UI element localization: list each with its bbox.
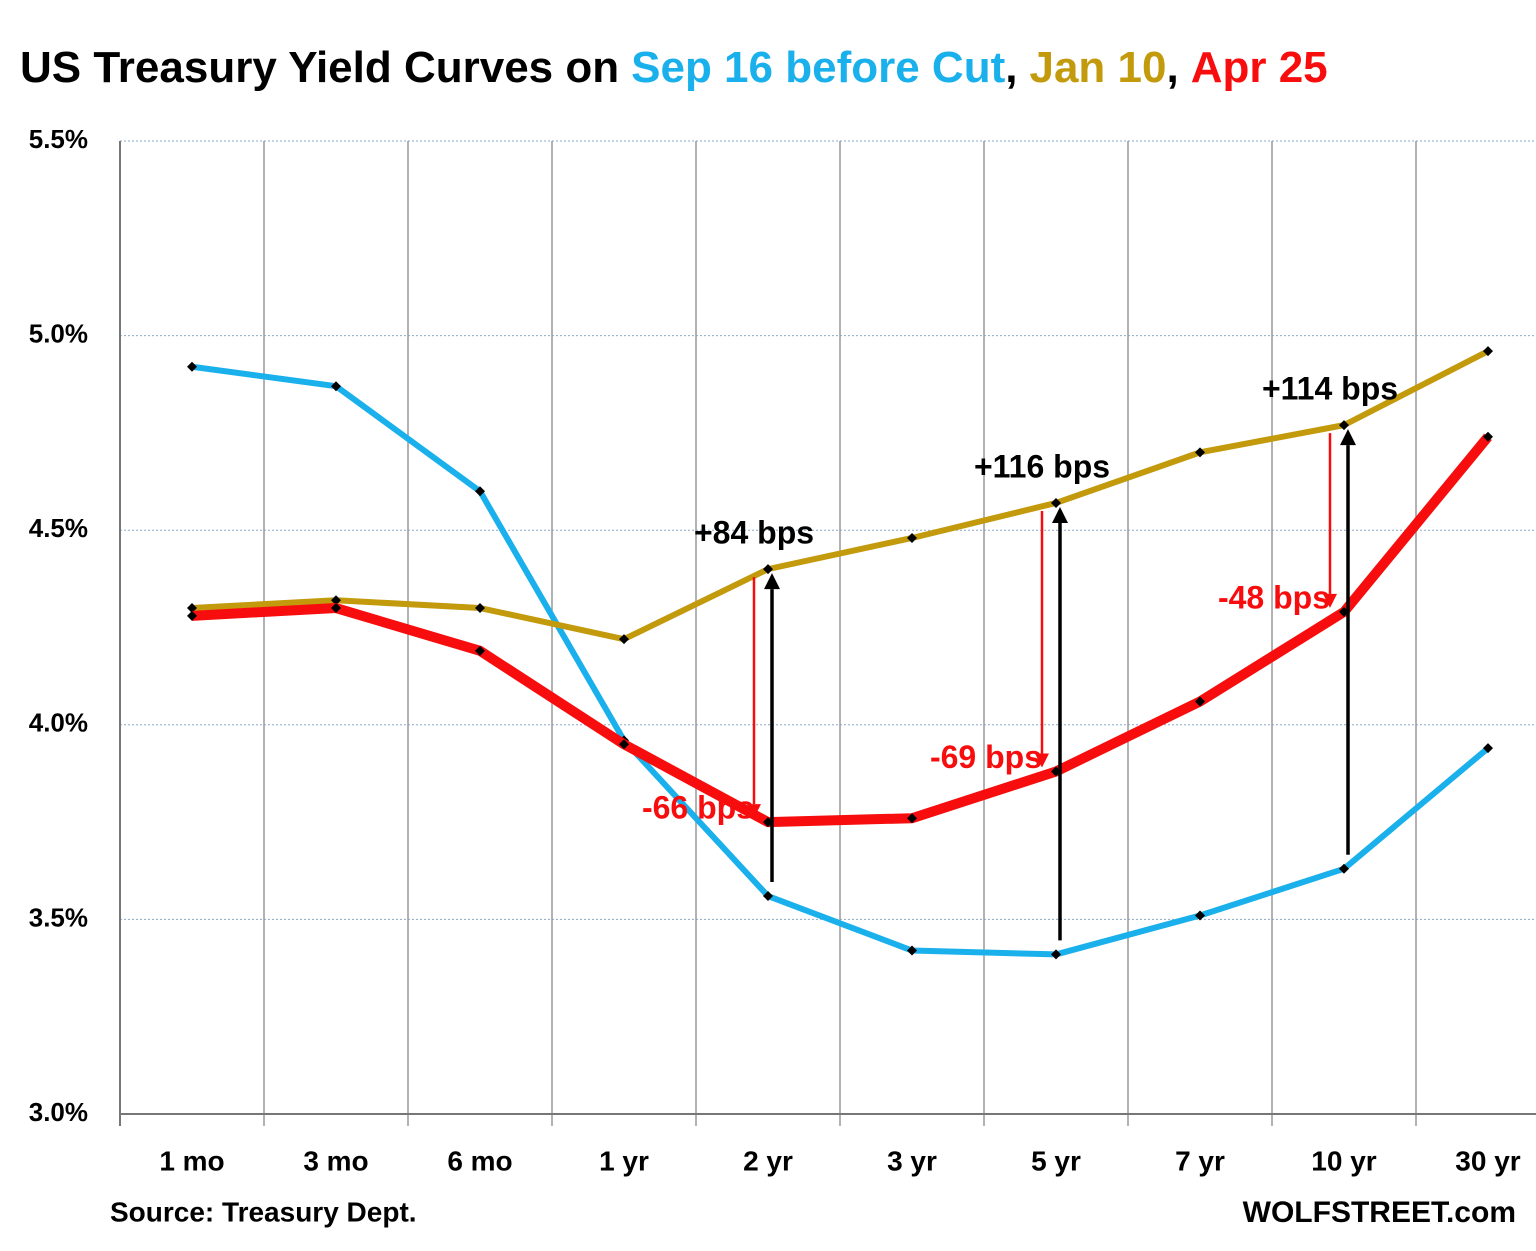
x-tick-label: 3 mo bbox=[303, 1145, 368, 1176]
x-tick-label: 5 yr bbox=[1031, 1145, 1081, 1176]
annotation-label: -69 bps bbox=[930, 739, 1042, 775]
series-line bbox=[191, 348, 1490, 643]
data-point bbox=[331, 595, 341, 606]
data-point bbox=[907, 532, 917, 543]
data-point bbox=[619, 634, 629, 645]
title-series-name: Sep 16 before Cut bbox=[631, 43, 1005, 92]
annotation-label: -66 bps bbox=[642, 790, 754, 826]
data-point bbox=[475, 486, 485, 497]
y-tick-label: 4.0% bbox=[29, 708, 88, 738]
chart-title: US Treasury Yield Curves on Sep 16 before… bbox=[20, 43, 1328, 92]
data-point bbox=[187, 361, 197, 372]
x-tick-label: 1 yr bbox=[599, 1145, 649, 1176]
data-point bbox=[619, 739, 629, 750]
y-tick-label: 3.0% bbox=[29, 1097, 88, 1127]
annotation-arrowhead bbox=[1035, 753, 1049, 768]
y-tick-label: 5.0% bbox=[29, 318, 88, 348]
title-series-name: Apr 25 bbox=[1191, 43, 1328, 92]
data-point bbox=[907, 945, 917, 956]
annotation-arrowhead bbox=[1323, 593, 1337, 608]
annotation-arrowhead bbox=[1340, 429, 1356, 446]
x-tick-label: 7 yr bbox=[1175, 1145, 1225, 1176]
data-point bbox=[763, 564, 773, 575]
title-separator: , bbox=[1166, 43, 1178, 92]
annotation-label: +114 bps bbox=[1262, 371, 1398, 407]
series-line bbox=[191, 433, 1492, 828]
data-point bbox=[1195, 696, 1205, 707]
data-point bbox=[1483, 431, 1493, 442]
annotation-label: -48 bps bbox=[1218, 579, 1330, 615]
x-tick-label: 30 yr bbox=[1455, 1145, 1520, 1176]
data-point bbox=[475, 645, 485, 656]
data-point bbox=[1483, 346, 1493, 357]
x-tick-label: 1 mo bbox=[159, 1145, 224, 1176]
data-point bbox=[187, 610, 197, 621]
title-separator: , bbox=[1005, 43, 1017, 92]
data-point bbox=[331, 603, 341, 614]
data-point bbox=[1195, 910, 1205, 921]
annotation-label: +84 bps bbox=[694, 515, 814, 551]
data-point bbox=[1051, 949, 1061, 960]
title-text: US Treasury Yield Curves on bbox=[20, 43, 619, 92]
y-tick-label: 5.5% bbox=[29, 124, 88, 154]
annotation-arrowhead bbox=[764, 573, 780, 590]
x-tick-label: 6 mo bbox=[447, 1145, 512, 1176]
data-point bbox=[331, 381, 341, 392]
y-tick-label: 3.5% bbox=[29, 902, 88, 932]
x-tick-label: 3 yr bbox=[887, 1145, 937, 1176]
x-tick-label: 10 yr bbox=[1311, 1145, 1376, 1176]
data-point bbox=[907, 813, 917, 824]
data-point bbox=[1339, 420, 1349, 431]
data-point bbox=[1051, 497, 1061, 508]
source-note: Source: Treasury Dept. bbox=[110, 1196, 417, 1227]
series-line bbox=[191, 363, 1490, 958]
data-point bbox=[1483, 743, 1493, 754]
credit: WOLFSTREET.com bbox=[1243, 1196, 1516, 1229]
x-tick-label: 2 yr bbox=[743, 1145, 793, 1176]
data-point bbox=[187, 603, 197, 614]
data-point bbox=[1195, 447, 1205, 458]
annotation-label: +116 bps bbox=[974, 448, 1110, 484]
title-series-name: Jan 10 bbox=[1029, 43, 1166, 92]
annotation-arrowhead bbox=[1052, 506, 1068, 523]
y-tick-label: 4.5% bbox=[29, 513, 88, 543]
data-point bbox=[1339, 863, 1349, 874]
data-point bbox=[763, 891, 773, 902]
annotation-arrowhead bbox=[747, 804, 761, 819]
data-point bbox=[475, 603, 485, 614]
